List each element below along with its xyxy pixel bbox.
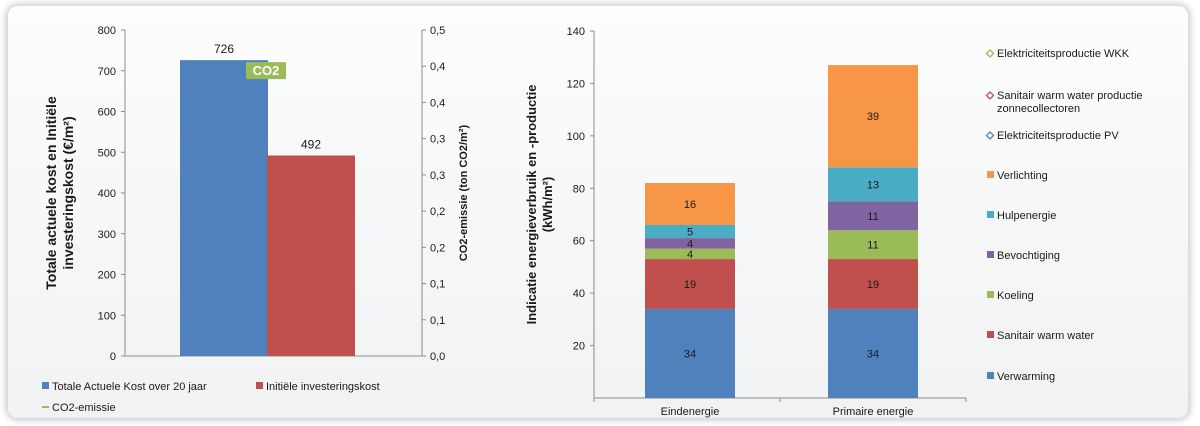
chart1-y2-tick-label: 0,0 xyxy=(430,351,445,363)
chart1-y-tick-label: 800 xyxy=(98,25,116,37)
chart2-bar-segment xyxy=(828,167,918,202)
chart2-legend-label: Verwarming xyxy=(997,371,1055,383)
chart1-y2-tick-label: 0,4 xyxy=(430,61,445,73)
chart2-y-tick-label: 80 xyxy=(573,183,585,195)
chart2-legend-marker xyxy=(985,91,995,100)
chart2-x-tick-label: Eindenergie xyxy=(661,406,720,418)
chart2-data-label: 4 xyxy=(687,238,693,250)
chart2-legend-marker xyxy=(987,372,994,379)
chart2-data-label: 19 xyxy=(684,279,696,291)
chart2-data-label: 13 xyxy=(867,179,879,191)
chart2-bar-segment xyxy=(645,259,735,309)
chart2-bar-segment xyxy=(828,259,918,309)
chart1-y-tick-label: 100 xyxy=(98,310,116,322)
chart1-y2-tick-label: 0,1 xyxy=(430,279,445,291)
chart2-bar-segment xyxy=(645,238,735,249)
chart1-y-tick-label: 0 xyxy=(110,351,116,363)
chart2-bar-segment xyxy=(645,308,735,398)
chart1-data-label: 726 xyxy=(214,42,234,56)
chart1-y-tick-label: 200 xyxy=(98,270,116,282)
chart1-y-tick-label: 600 xyxy=(98,107,116,119)
chart2-legend-label: Koeling xyxy=(997,290,1034,302)
chart2-data-label: 34 xyxy=(684,348,696,360)
chart2-y-tick-label: 40 xyxy=(573,288,585,300)
chart2-data-label: 39 xyxy=(867,111,879,123)
chart2-data-label: 19 xyxy=(867,279,879,291)
chart1-legend-marker xyxy=(42,382,49,389)
chart2-legend-marker xyxy=(987,331,994,338)
chart2-legend-marker xyxy=(987,211,994,218)
chart1-bar xyxy=(267,155,355,356)
chart2-legend-label: Bevochtiging xyxy=(997,250,1060,262)
chart1-legend-label: Initiële investeringskost xyxy=(266,381,380,393)
chart2-data-label: 11 xyxy=(867,240,878,252)
chart1-y2-title-text: CO2-emissie (ton CO2/m²) xyxy=(458,125,470,262)
chart2-y-tick-label: 60 xyxy=(573,236,585,248)
chart2-legend-label: zonnecollectoren xyxy=(997,103,1080,115)
chart2-bar-segment xyxy=(828,308,918,398)
chart2-legend-marker xyxy=(987,171,994,178)
chart1-y2-tick-label: 0,3 xyxy=(430,134,445,146)
chart2-data-label: 5 xyxy=(687,227,693,239)
chart2-legend-label: Hulpenergie xyxy=(997,210,1056,222)
chart2-y-title-line: (kWh/m²) xyxy=(540,177,555,233)
chart2-bar-segment xyxy=(828,201,918,231)
chart2-x-tick-label: Primaire energie xyxy=(833,406,914,418)
chart2-data-label: 4 xyxy=(687,249,693,261)
chart1-y-tick-label: 500 xyxy=(98,147,116,159)
chart2-bar-segment xyxy=(645,183,735,225)
chart2-legend-label: Elektriciteitsproductie PV xyxy=(997,130,1119,142)
chart1-y-tick-label: 700 xyxy=(98,66,116,78)
chart2-data-label: 34 xyxy=(867,348,879,360)
chart2-legend-marker xyxy=(987,291,994,298)
chart1-y-tick-label: 400 xyxy=(98,188,116,200)
chart1-y-title: Totale actuele kost en Initiële investeri… xyxy=(43,96,76,290)
chart2-y-tick-label: 20 xyxy=(573,341,585,353)
chart2-legend-label: Elektriciteitsproductie WKK xyxy=(997,48,1130,60)
chart2-y-tick-label: 120 xyxy=(567,78,585,90)
chart1-y-title-line: Totale actuele kost en Initiële xyxy=(43,96,59,290)
chart1-legend-marker xyxy=(256,382,263,389)
chart1-y2-tick-label: 0,2 xyxy=(430,242,445,254)
chart1-y-title-line: investeringskost (€/m²) xyxy=(60,116,76,269)
chart1-co2-badge xyxy=(246,62,286,80)
chart1-y2-title: CO2-emissie (ton CO2/m²) xyxy=(458,125,470,262)
chart2-legend-marker xyxy=(987,251,994,258)
chart2-bar-segment xyxy=(645,248,735,260)
chart2-bar-segment xyxy=(828,230,918,260)
chart1-data-label: 492 xyxy=(301,138,321,152)
chart1-y2-tick-label: 0,3 xyxy=(430,170,445,182)
chart1-y2-tick-label: 0,5 xyxy=(430,25,445,37)
chart1-bar xyxy=(180,60,268,356)
chart1-y-tick-label: 300 xyxy=(98,229,116,241)
chart2-data-label: 11 xyxy=(867,211,878,223)
chart2-legend-label: Sanitair warm water xyxy=(997,330,1095,342)
chart2-y-title-line: Indicatie energieverbruik en -productie xyxy=(524,85,539,325)
chart1-y2-tick-label: 0,4 xyxy=(430,97,445,109)
chart2-legend-marker xyxy=(985,49,995,58)
chart1-y2-tick-label: 0,2 xyxy=(430,206,445,218)
chart2-legend-label: Sanitair warm water productie xyxy=(997,90,1143,102)
chart1-y2-tick-label: 0,1 xyxy=(430,315,445,327)
chart2-data-label: 16 xyxy=(684,199,696,211)
chart1-co2-badge-label: CO2 xyxy=(253,63,280,78)
chart2-bar-segment xyxy=(645,224,735,239)
chart2-y-title: Indicatie energieverbruik en -productie(… xyxy=(524,85,555,325)
chart2-legend-marker xyxy=(985,131,995,140)
chart2-bar-segment xyxy=(828,65,918,168)
chart1-legend-label: Totale Actuele Kost over 20 jaar xyxy=(52,381,207,393)
chart1-legend-label: CO2-emissie xyxy=(52,402,116,414)
chart2-y-tick-label: 100 xyxy=(567,131,585,143)
chart2-y-tick-label: 140 xyxy=(567,26,585,38)
chart2-legend-label: Verlichting xyxy=(997,170,1048,182)
